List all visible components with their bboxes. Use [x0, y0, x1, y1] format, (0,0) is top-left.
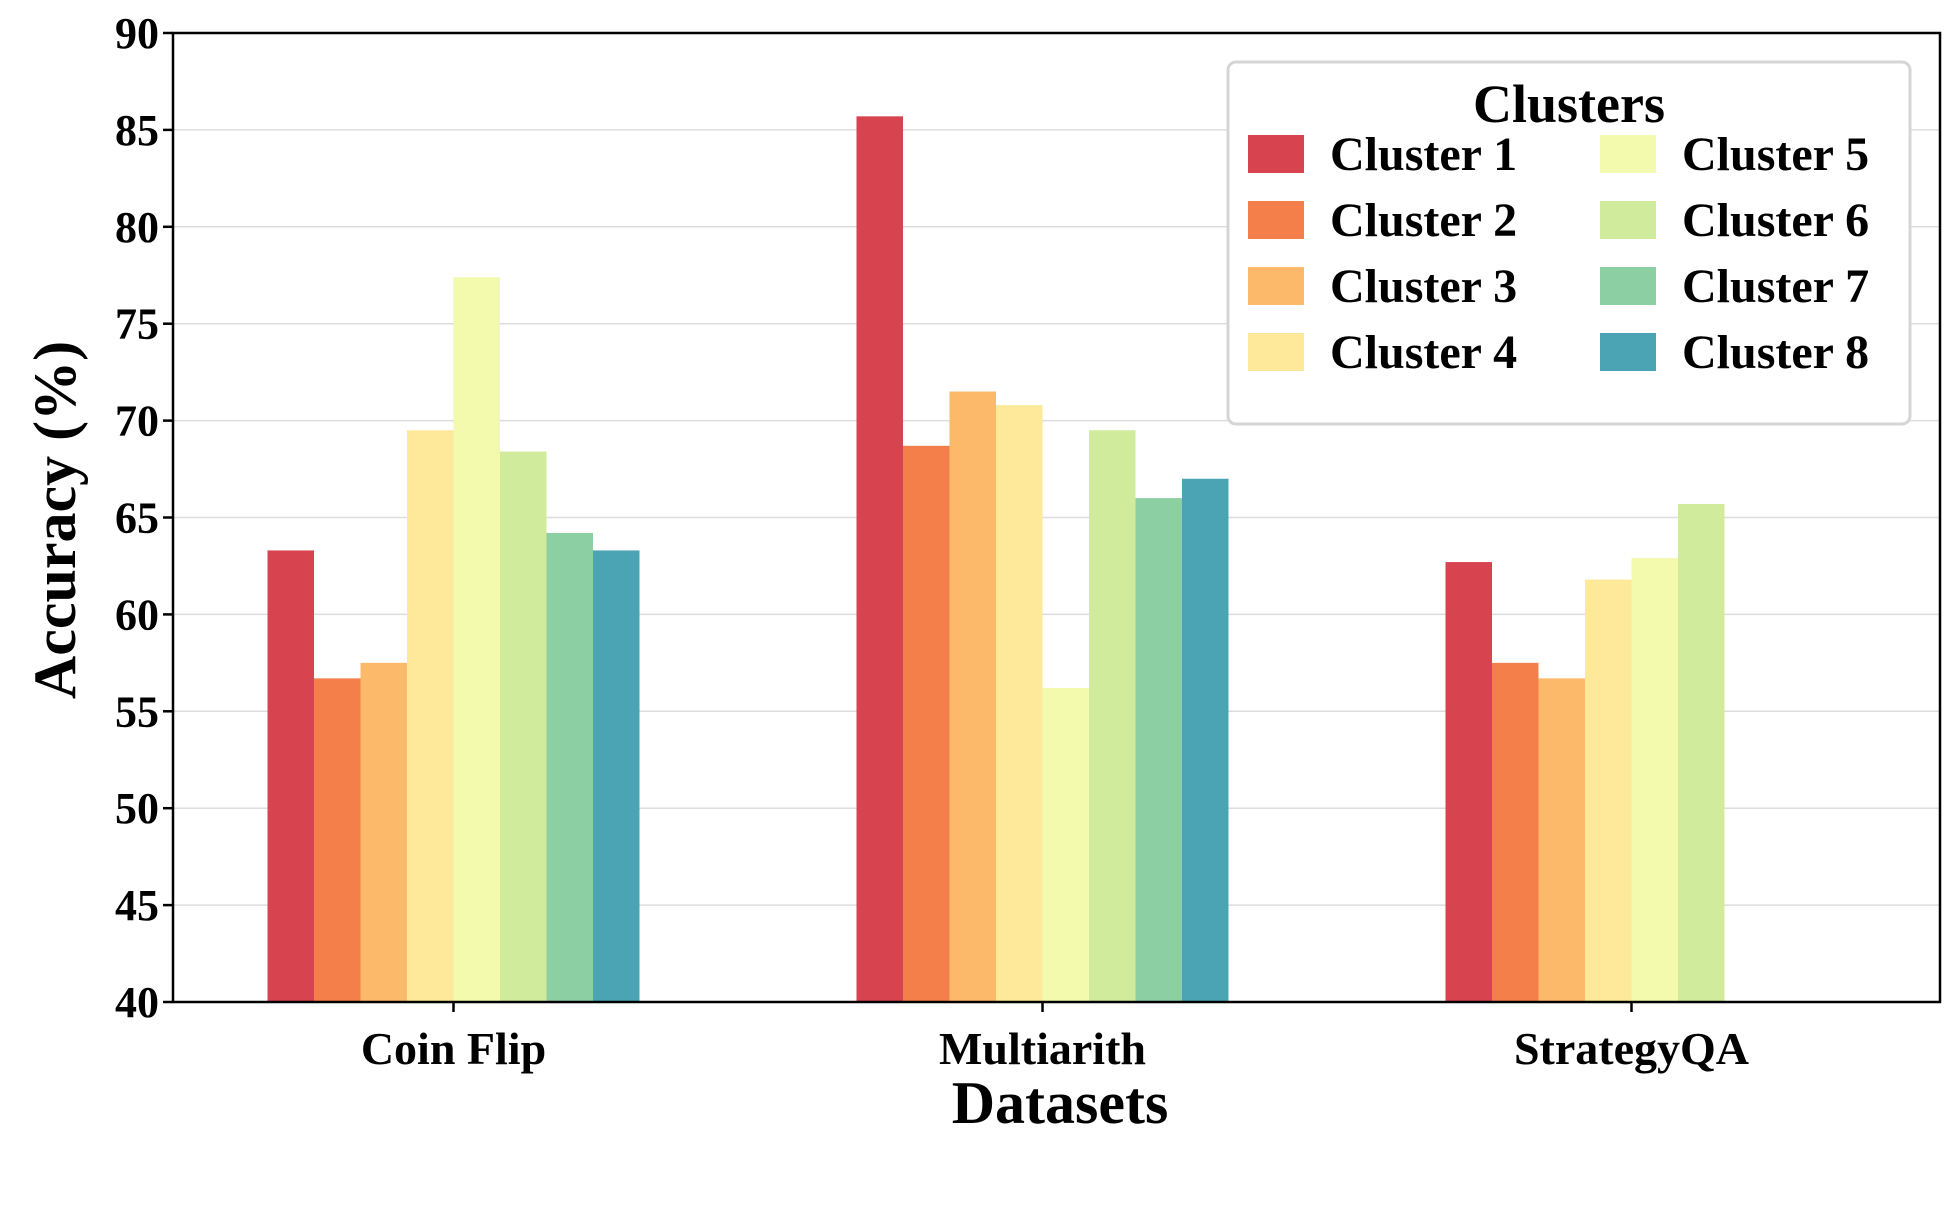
- legend-swatch: [1248, 333, 1304, 371]
- y-tick-label: 75: [115, 300, 159, 349]
- bar: [453, 277, 500, 1002]
- bar: [593, 550, 640, 1002]
- legend: Clusters Cluster 1 Cluster 2 Cluster 3 Clus…: [1226, 60, 1912, 426]
- y-tick-label: 55: [115, 687, 159, 736]
- y-tick-label: 70: [115, 397, 159, 446]
- bar: [1445, 562, 1492, 1002]
- y-tick-label: 65: [115, 494, 159, 543]
- y-tick-label: 50: [115, 784, 159, 833]
- bar: [267, 550, 314, 1002]
- y-axis-title: Accuracy (%): [22, 341, 88, 699]
- x-axis-title: Datasets: [952, 1070, 1169, 1136]
- y-tick-labels: 40 45 50 55 60 65 70 75 80 85 90: [115, 9, 173, 1027]
- x-tick-label: Coin Flip: [361, 1023, 546, 1074]
- y-tick-label: 40: [115, 978, 159, 1027]
- y-tick-label: 85: [115, 106, 159, 155]
- bar: [314, 678, 361, 1002]
- bar: [1135, 498, 1182, 1002]
- legend-swatch: [1600, 267, 1656, 305]
- bar: [1678, 503, 1725, 1002]
- bar: [1585, 579, 1632, 1002]
- bar: [856, 116, 903, 1003]
- bar: [407, 430, 454, 1002]
- y-tick-label: 45: [115, 881, 159, 930]
- legend-swatch: [1248, 201, 1304, 239]
- bar: [1538, 678, 1585, 1002]
- legend-label: Cluster 7: [1682, 260, 1869, 313]
- legend-box: [1226, 60, 1912, 426]
- legend-label: Cluster 1: [1330, 128, 1517, 181]
- legend-swatch: [1600, 333, 1656, 371]
- legend-label: Cluster 8: [1682, 326, 1869, 379]
- x-tick-label: Multiarith: [939, 1023, 1146, 1074]
- bar: [1631, 558, 1678, 1002]
- bar: [1042, 688, 1089, 1002]
- bar: [996, 405, 1043, 1002]
- legend-swatch: [1248, 135, 1304, 173]
- legend-label: Cluster 5: [1682, 128, 1869, 181]
- legend-swatch: [1248, 267, 1304, 305]
- bar: [1089, 430, 1136, 1002]
- legend-label: Cluster 6: [1682, 194, 1869, 247]
- bars: [267, 116, 1725, 1003]
- legend-swatch: [1600, 201, 1656, 239]
- bar: [903, 445, 950, 1002]
- legend-label: Cluster 2: [1330, 194, 1517, 247]
- bar: [546, 533, 593, 1002]
- legend-title: Clusters: [1473, 74, 1665, 134]
- legend-label: Cluster 3: [1330, 260, 1517, 313]
- y-tick-label: 90: [115, 9, 159, 58]
- x-tick-label: StrategyQA: [1514, 1023, 1749, 1074]
- bar: [360, 662, 407, 1002]
- legend-label: Cluster 4: [1330, 326, 1517, 379]
- legend-swatch: [1600, 135, 1656, 173]
- bar: [949, 391, 996, 1002]
- bar: [500, 451, 547, 1002]
- bar: [1492, 662, 1539, 1002]
- y-tick-label: 60: [115, 590, 159, 639]
- y-tick-label: 80: [115, 203, 159, 252]
- bar: [1182, 478, 1229, 1002]
- x-tick-labels: Coin Flip Multiarith StrategyQA: [361, 1002, 1749, 1074]
